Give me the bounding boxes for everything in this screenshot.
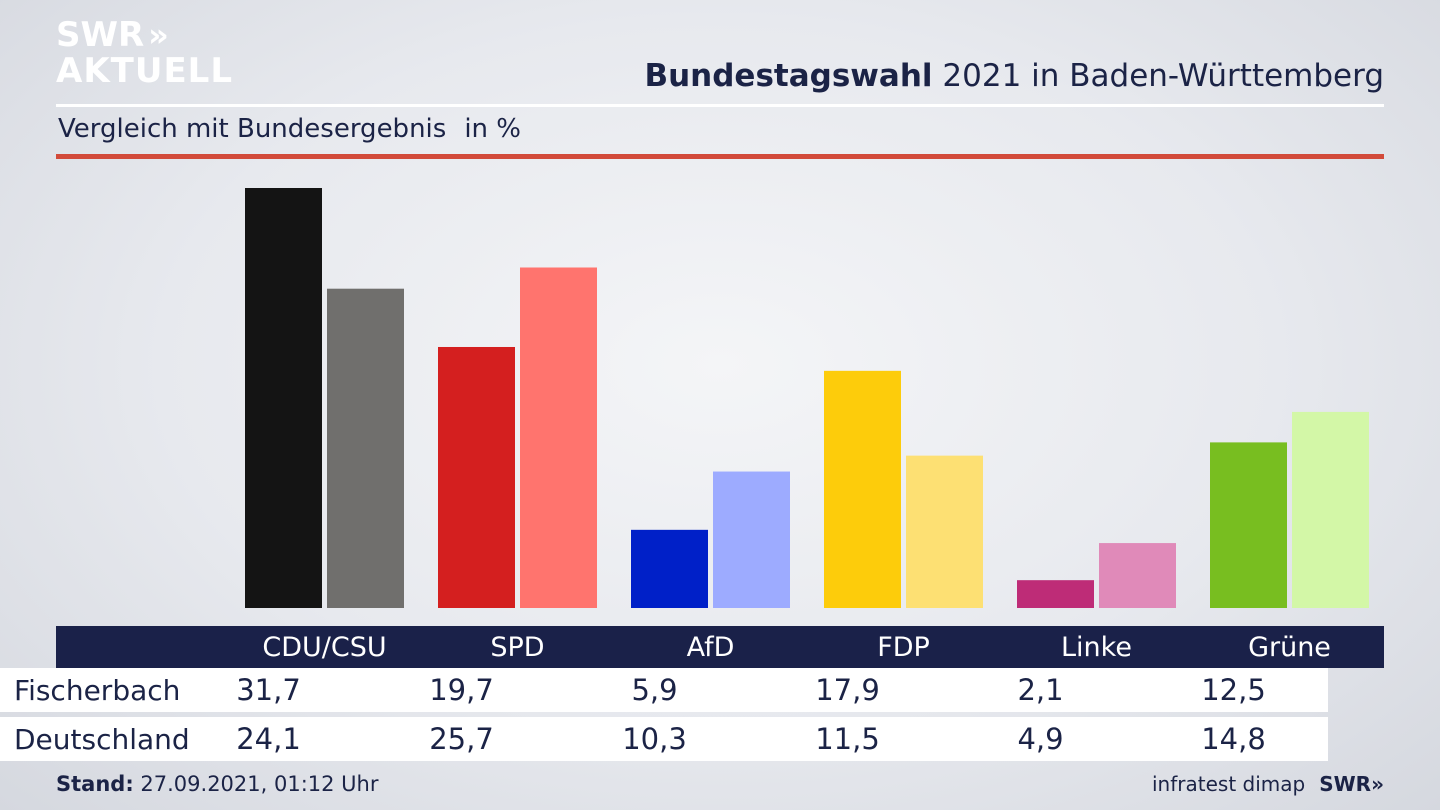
row-label-fischerbach: Fischerbach (14, 673, 181, 707)
column-header-cdu-csu: CDU/CSU (262, 631, 387, 663)
column-header-linke: Linke (1061, 631, 1132, 663)
bar-chart (245, 188, 1369, 608)
page-title: Bundestagswahl 2021 in Baden-Württemberg (644, 58, 1384, 94)
value-cell-linke-deutschland: 4,9 (1017, 722, 1064, 756)
row-label-deutschland: Deutschland (14, 722, 190, 756)
value-cell-cdu-csu-deutschland: 24,1 (236, 722, 301, 756)
subtitle-text: Vergleich mit Bundesergebnis (58, 114, 447, 144)
column-header-fdp: FDP (877, 631, 930, 663)
bar-spd-fischerbach (438, 346, 515, 608)
title-rest: 2021 in Baden-Württemberg (932, 58, 1384, 94)
bar-spd-deutschland (520, 267, 597, 608)
results-table: CDU/CSU SPD AfD FDP Linke Grüne (56, 626, 1384, 668)
source-text: infratest dimap (1152, 772, 1306, 796)
swr-aktuell-logo: SWR» AKTUELL (56, 18, 233, 88)
stand-label: Stand: (56, 772, 134, 796)
bar-afd-deutschland (713, 471, 790, 608)
bar-linke-fischerbach (1017, 580, 1094, 608)
column-header-gr-ne: Grüne (1248, 631, 1331, 663)
value-cell-spd-fischerbach: 19,7 (429, 673, 494, 707)
value-cell-gr-ne-fischerbach: 12,5 (1201, 673, 1266, 707)
value-cell-fdp-deutschland: 11,5 (815, 722, 880, 756)
value-cell-fdp-fischerbach: 17,9 (815, 673, 880, 707)
stand-value: 27.09.2021, 01:12 Uhr (133, 772, 379, 796)
bar-cdu-csu-deutschland (327, 288, 404, 608)
title-bold: Bundestagswahl (644, 58, 933, 94)
source-credit: infratest dimap SWR» (1152, 772, 1384, 796)
value-cell-spd-deutschland: 25,7 (429, 722, 494, 756)
bar-gr-ne-deutschland (1292, 411, 1369, 608)
bar-gr-ne-fischerbach (1210, 442, 1287, 608)
column-header-spd: SPD (490, 631, 545, 663)
timestamp: Stand: 27.09.2021, 01:12 Uhr (56, 772, 379, 796)
table-row-deutschland: Deutschland 24,1 25,7 10,3 11,5 4,9 14,8 (0, 717, 1328, 761)
value-cell-afd-fischerbach: 5,9 (631, 673, 678, 707)
bar-fdp-deutschland (906, 455, 983, 608)
header-divider (56, 104, 1384, 107)
table-row-fischerbach: Fischerbach 31,7 19,7 5,9 17,9 2,1 12,5 (0, 668, 1328, 712)
value-cell-afd-deutschland: 10,3 (622, 722, 687, 756)
value-cell-cdu-csu-fischerbach: 31,7 (236, 673, 301, 707)
bar-cdu-csu-fischerbach (245, 188, 322, 608)
value-cell-linke-fischerbach: 2,1 (1017, 673, 1064, 707)
accent-rule (56, 154, 1384, 159)
column-header-afd: AfD (686, 631, 735, 663)
value-cell-gr-ne-deutschland: 14,8 (1201, 722, 1266, 756)
logo-aktuell-text: AKTUELL (56, 51, 234, 91)
bar-linke-deutschland (1099, 543, 1176, 608)
chart-subtitle: Vergleich mit Bundesergebnis in % (58, 114, 521, 144)
bar-afd-fischerbach (631, 529, 708, 608)
bar-fdp-fischerbach (824, 370, 901, 608)
table-header-row: CDU/CSU SPD AfD FDP Linke Grüne (56, 626, 1384, 668)
footer-swr-logo: SWR» (1319, 772, 1384, 796)
logo-swr-text: SWR (56, 15, 145, 55)
unit-label: in % (464, 114, 521, 144)
